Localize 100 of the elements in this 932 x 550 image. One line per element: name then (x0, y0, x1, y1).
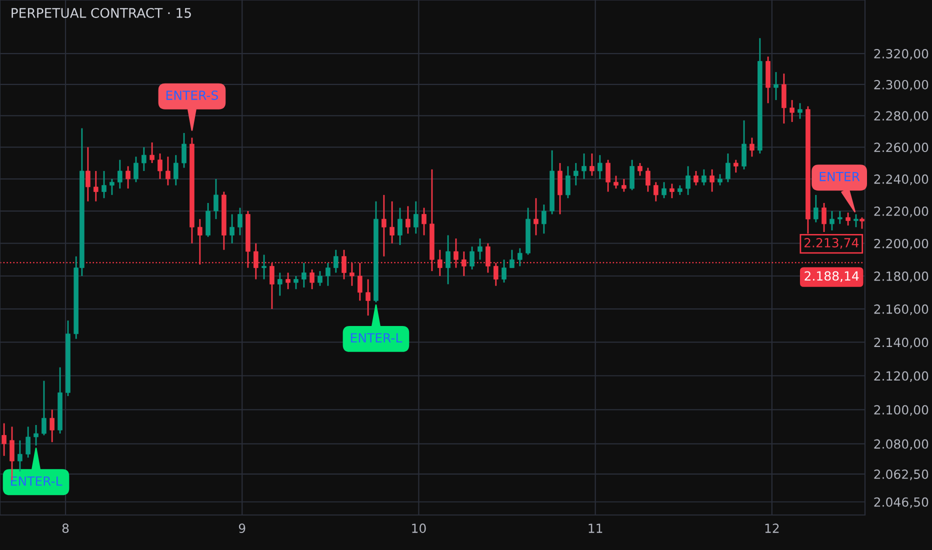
annotation: ENTER-L (11, 476, 62, 486)
x-tick-label: 10 (412, 524, 426, 534)
candlestick (158, 152, 162, 180)
candlestick (574, 162, 578, 186)
candlestick (822, 202, 826, 233)
x-tick-label: 12 (765, 524, 779, 533)
candlestick (590, 152, 594, 176)
candlestick (142, 146, 146, 172)
candlestick (214, 178, 218, 220)
candlestick (34, 424, 38, 446)
x-tick-label: 8 (62, 524, 69, 534)
annotation: ENTER-S (166, 90, 218, 100)
candlestick (638, 162, 642, 176)
candlestick (518, 248, 522, 267)
candlestick (598, 154, 602, 180)
candlestick (42, 380, 46, 436)
candlestick (670, 183, 674, 199)
candlestick (606, 159, 610, 192)
candlestick (646, 167, 650, 192)
candlestick (50, 408, 54, 443)
candlestick (614, 175, 618, 190)
candlestick (390, 200, 394, 244)
candlestick (534, 197, 538, 236)
x-tick-label: 11 (588, 524, 602, 533)
candlestick (478, 238, 482, 260)
candlestick (558, 162, 562, 215)
candlestick (860, 216, 864, 230)
candlestick (790, 99, 794, 123)
candlestick (166, 156, 170, 186)
y-tick-label: 2.140,00 (874, 338, 928, 348)
candlestick (710, 168, 714, 192)
candlestick (726, 152, 730, 183)
candlestick (750, 137, 754, 158)
candlestick (238, 207, 242, 236)
candlestick (814, 194, 818, 223)
candlestick (278, 272, 282, 296)
candlestick (694, 170, 698, 186)
candlestick (182, 132, 186, 168)
y-tick-label: 2.280,00 (874, 111, 928, 122)
candlestick (118, 159, 122, 190)
candlestick (510, 249, 514, 269)
candlestick (718, 173, 722, 186)
candlestick (26, 426, 30, 458)
candlestick (622, 178, 626, 192)
y-tick-label: 2.080,00 (874, 439, 928, 450)
chart-title: PERPETUAL CONTRACT · 15 (12, 8, 191, 18)
candlestick (830, 210, 834, 232)
y-tick-label: 2.160,00 (874, 304, 928, 316)
y-tick-label: 2.120,00 (874, 371, 928, 382)
candlestick (414, 200, 418, 234)
candlestick (294, 275, 298, 290)
candlestick (262, 254, 266, 280)
y-tick-label: 2.100,00 (874, 405, 928, 416)
candlestick (382, 194, 386, 258)
candlestick (174, 154, 178, 186)
candlestick (302, 262, 306, 288)
y-tick-label: 2.180,00 (874, 271, 928, 282)
candlestick (310, 268, 314, 290)
x-tick-label: 9 (238, 524, 246, 534)
annotation: ENTER (820, 172, 860, 182)
candlestick (582, 152, 586, 180)
candlestick (774, 71, 778, 101)
candlestick (742, 120, 746, 170)
candlestick (398, 207, 402, 246)
candlestick (686, 166, 690, 196)
candlestick (18, 440, 22, 472)
y-tick-label: 2.200,00 (874, 238, 928, 250)
y-tick-label: 2.320,00 (874, 48, 928, 60)
candlestick (126, 166, 130, 190)
candlestick (230, 214, 234, 244)
candlestick (702, 168, 706, 186)
candlestick (366, 278, 370, 316)
y-tick-label: 2.046,50 (874, 497, 928, 508)
candlestick (734, 159, 738, 174)
ref-line-label: 2.188,14 (804, 271, 859, 282)
candlestick (318, 270, 322, 287)
candlestick (2, 422, 6, 457)
candlestick (542, 204, 546, 234)
candlestick (470, 246, 474, 270)
candlestick (678, 184, 682, 196)
y-tick-label: 2.240,00 (874, 174, 928, 186)
candlestick (630, 159, 634, 191)
candlestick (662, 181, 666, 199)
candlestick (798, 102, 802, 120)
candlestick (326, 262, 330, 287)
candlestick (406, 205, 410, 234)
candlestick (854, 214, 858, 228)
candlestick (782, 72, 786, 124)
candlestick (110, 178, 114, 196)
candlestick (94, 170, 98, 202)
y-tick-label: 2.062,50 (874, 470, 928, 480)
candlestick (502, 258, 506, 284)
candlestick (654, 181, 658, 202)
candlestick (566, 166, 570, 199)
annotation: ENTER-L (350, 333, 402, 342)
candlestick (86, 146, 90, 202)
candlestick (334, 249, 338, 274)
candlestick (102, 170, 106, 199)
y-tick-label: 2.220,00 (874, 206, 928, 218)
candlestick (134, 156, 138, 183)
